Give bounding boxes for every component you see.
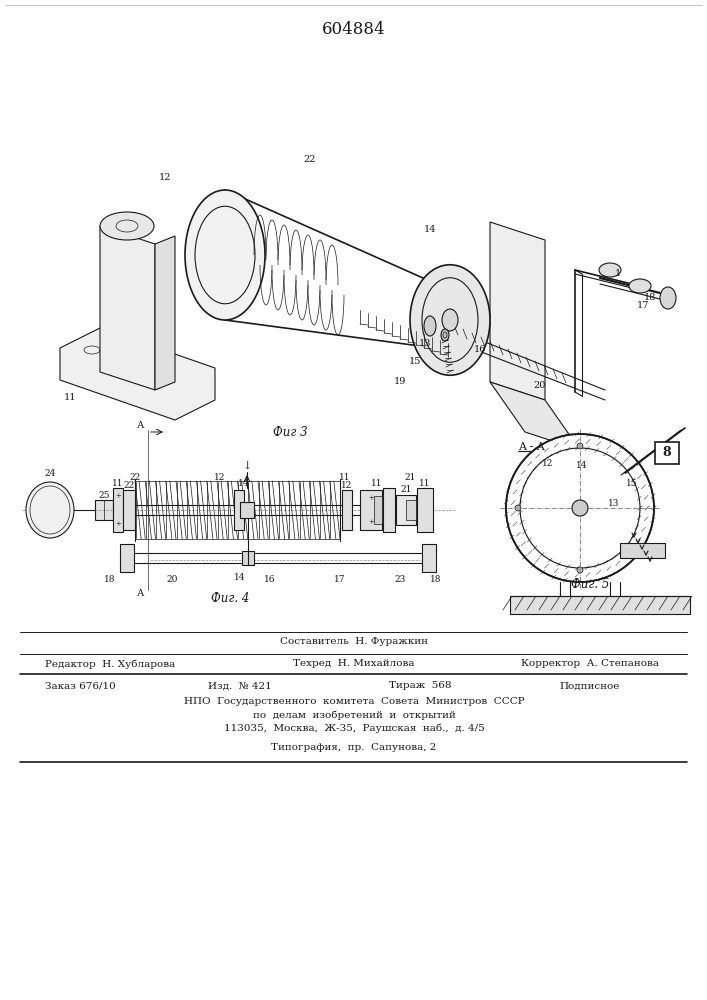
Text: 17: 17 <box>334 576 346 584</box>
Bar <box>342 490 352 530</box>
Text: 12: 12 <box>159 174 171 182</box>
Text: Редактор  Н. Хубларова: Редактор Н. Хубларова <box>45 659 175 669</box>
Text: 22: 22 <box>124 481 134 489</box>
Text: Фиг. 5: Фиг. 5 <box>571 578 609 591</box>
Text: А: А <box>136 589 144 598</box>
Polygon shape <box>490 382 580 450</box>
Text: 13: 13 <box>608 498 620 508</box>
Text: 15: 15 <box>409 358 421 366</box>
Bar <box>655 442 679 464</box>
Text: Типография,  пр.  Сапунова, 2: Типография, пр. Сапунова, 2 <box>271 742 437 752</box>
Text: +: + <box>115 492 121 500</box>
Text: 19: 19 <box>394 377 407 386</box>
Ellipse shape <box>424 316 436 336</box>
Text: Заказ 676/10: Заказ 676/10 <box>45 682 115 690</box>
Text: НПО  Государственного  комитета  Совета  Министров  СССР: НПО Государственного комитета Совета Мин… <box>184 698 525 706</box>
Ellipse shape <box>660 287 676 309</box>
Bar <box>422 544 436 572</box>
Text: 11: 11 <box>64 392 76 401</box>
Text: 14: 14 <box>576 460 588 470</box>
Text: 11: 11 <box>419 479 431 488</box>
Text: Фиг. 4: Фиг. 4 <box>211 591 249 604</box>
Text: 15: 15 <box>626 480 638 488</box>
Text: 12: 12 <box>542 458 554 468</box>
Text: 25: 25 <box>98 490 110 499</box>
Bar <box>406 500 416 520</box>
Polygon shape <box>510 596 690 614</box>
Bar <box>383 488 395 532</box>
Text: 22: 22 <box>304 155 316 164</box>
Text: 8: 8 <box>662 446 672 460</box>
Text: 604884: 604884 <box>322 20 386 37</box>
Text: 23: 23 <box>395 576 406 584</box>
Ellipse shape <box>441 329 449 341</box>
Ellipse shape <box>185 190 265 320</box>
Text: 20: 20 <box>534 380 547 389</box>
Text: 22: 22 <box>129 474 141 483</box>
Text: Техред  Н. Михайлова: Техред Н. Михайлова <box>293 660 415 668</box>
Ellipse shape <box>629 279 651 293</box>
Text: 18: 18 <box>431 576 442 584</box>
Bar <box>113 488 123 532</box>
Text: 12: 12 <box>214 474 226 483</box>
Text: +: + <box>368 494 374 502</box>
Text: 18: 18 <box>644 294 656 302</box>
Text: 12: 12 <box>341 481 353 489</box>
Bar <box>120 544 134 572</box>
Text: 11: 11 <box>112 480 124 488</box>
Text: 14: 14 <box>423 226 436 234</box>
Text: ↓: ↓ <box>243 462 252 472</box>
Ellipse shape <box>100 212 154 240</box>
Text: 113035,  Москва,  Ж-35,  Раушская  наб.,  д. 4/5: 113035, Москва, Ж-35, Раушская наб., д. … <box>223 723 484 733</box>
Polygon shape <box>60 328 215 420</box>
Text: 20: 20 <box>166 576 177 584</box>
Text: 17: 17 <box>637 302 649 310</box>
Polygon shape <box>100 226 155 390</box>
Ellipse shape <box>515 505 521 511</box>
Text: 13: 13 <box>419 340 431 349</box>
Text: 11: 11 <box>339 474 351 483</box>
Text: А: А <box>136 422 144 430</box>
Text: 14: 14 <box>238 480 250 488</box>
Ellipse shape <box>506 434 654 582</box>
Text: 21: 21 <box>400 486 411 494</box>
Ellipse shape <box>442 309 458 331</box>
Text: Фиг 3: Фиг 3 <box>273 426 308 438</box>
Bar <box>396 495 416 525</box>
Bar <box>234 490 244 530</box>
Ellipse shape <box>26 482 74 538</box>
Text: 16: 16 <box>474 346 486 355</box>
Ellipse shape <box>577 443 583 449</box>
Text: Подписное: Подписное <box>560 682 620 690</box>
Ellipse shape <box>410 265 490 375</box>
Ellipse shape <box>572 500 588 516</box>
Text: Составитель  Н. Фуражкин: Составитель Н. Фуражкин <box>280 637 428 646</box>
Text: 18: 18 <box>104 576 116 584</box>
Text: 1: 1 <box>615 269 621 278</box>
Polygon shape <box>620 543 665 558</box>
Polygon shape <box>155 236 175 390</box>
Text: +: + <box>115 520 121 528</box>
Text: Тираж  568: Тираж 568 <box>389 682 451 690</box>
Text: 24: 24 <box>45 468 56 478</box>
Ellipse shape <box>599 263 621 277</box>
Bar <box>123 490 135 530</box>
Polygon shape <box>490 222 545 400</box>
Bar <box>240 502 254 518</box>
Text: 14: 14 <box>234 574 246 582</box>
Bar <box>374 496 382 524</box>
Bar <box>360 490 382 530</box>
Text: по  делам  изобретений  и  открытий: по делам изобретений и открытий <box>252 710 455 720</box>
Text: 21: 21 <box>404 474 416 483</box>
Text: A - A: A - A <box>518 442 545 452</box>
Text: 11: 11 <box>371 480 382 488</box>
Bar <box>417 488 433 532</box>
Text: 16: 16 <box>264 576 276 584</box>
Text: Корректор  А. Степанова: Корректор А. Степанова <box>521 660 659 668</box>
Text: Изд.  № 421: Изд. № 421 <box>208 682 272 690</box>
Text: +: + <box>368 518 374 526</box>
Bar <box>95 500 113 520</box>
Ellipse shape <box>577 567 583 573</box>
Bar <box>242 551 254 565</box>
